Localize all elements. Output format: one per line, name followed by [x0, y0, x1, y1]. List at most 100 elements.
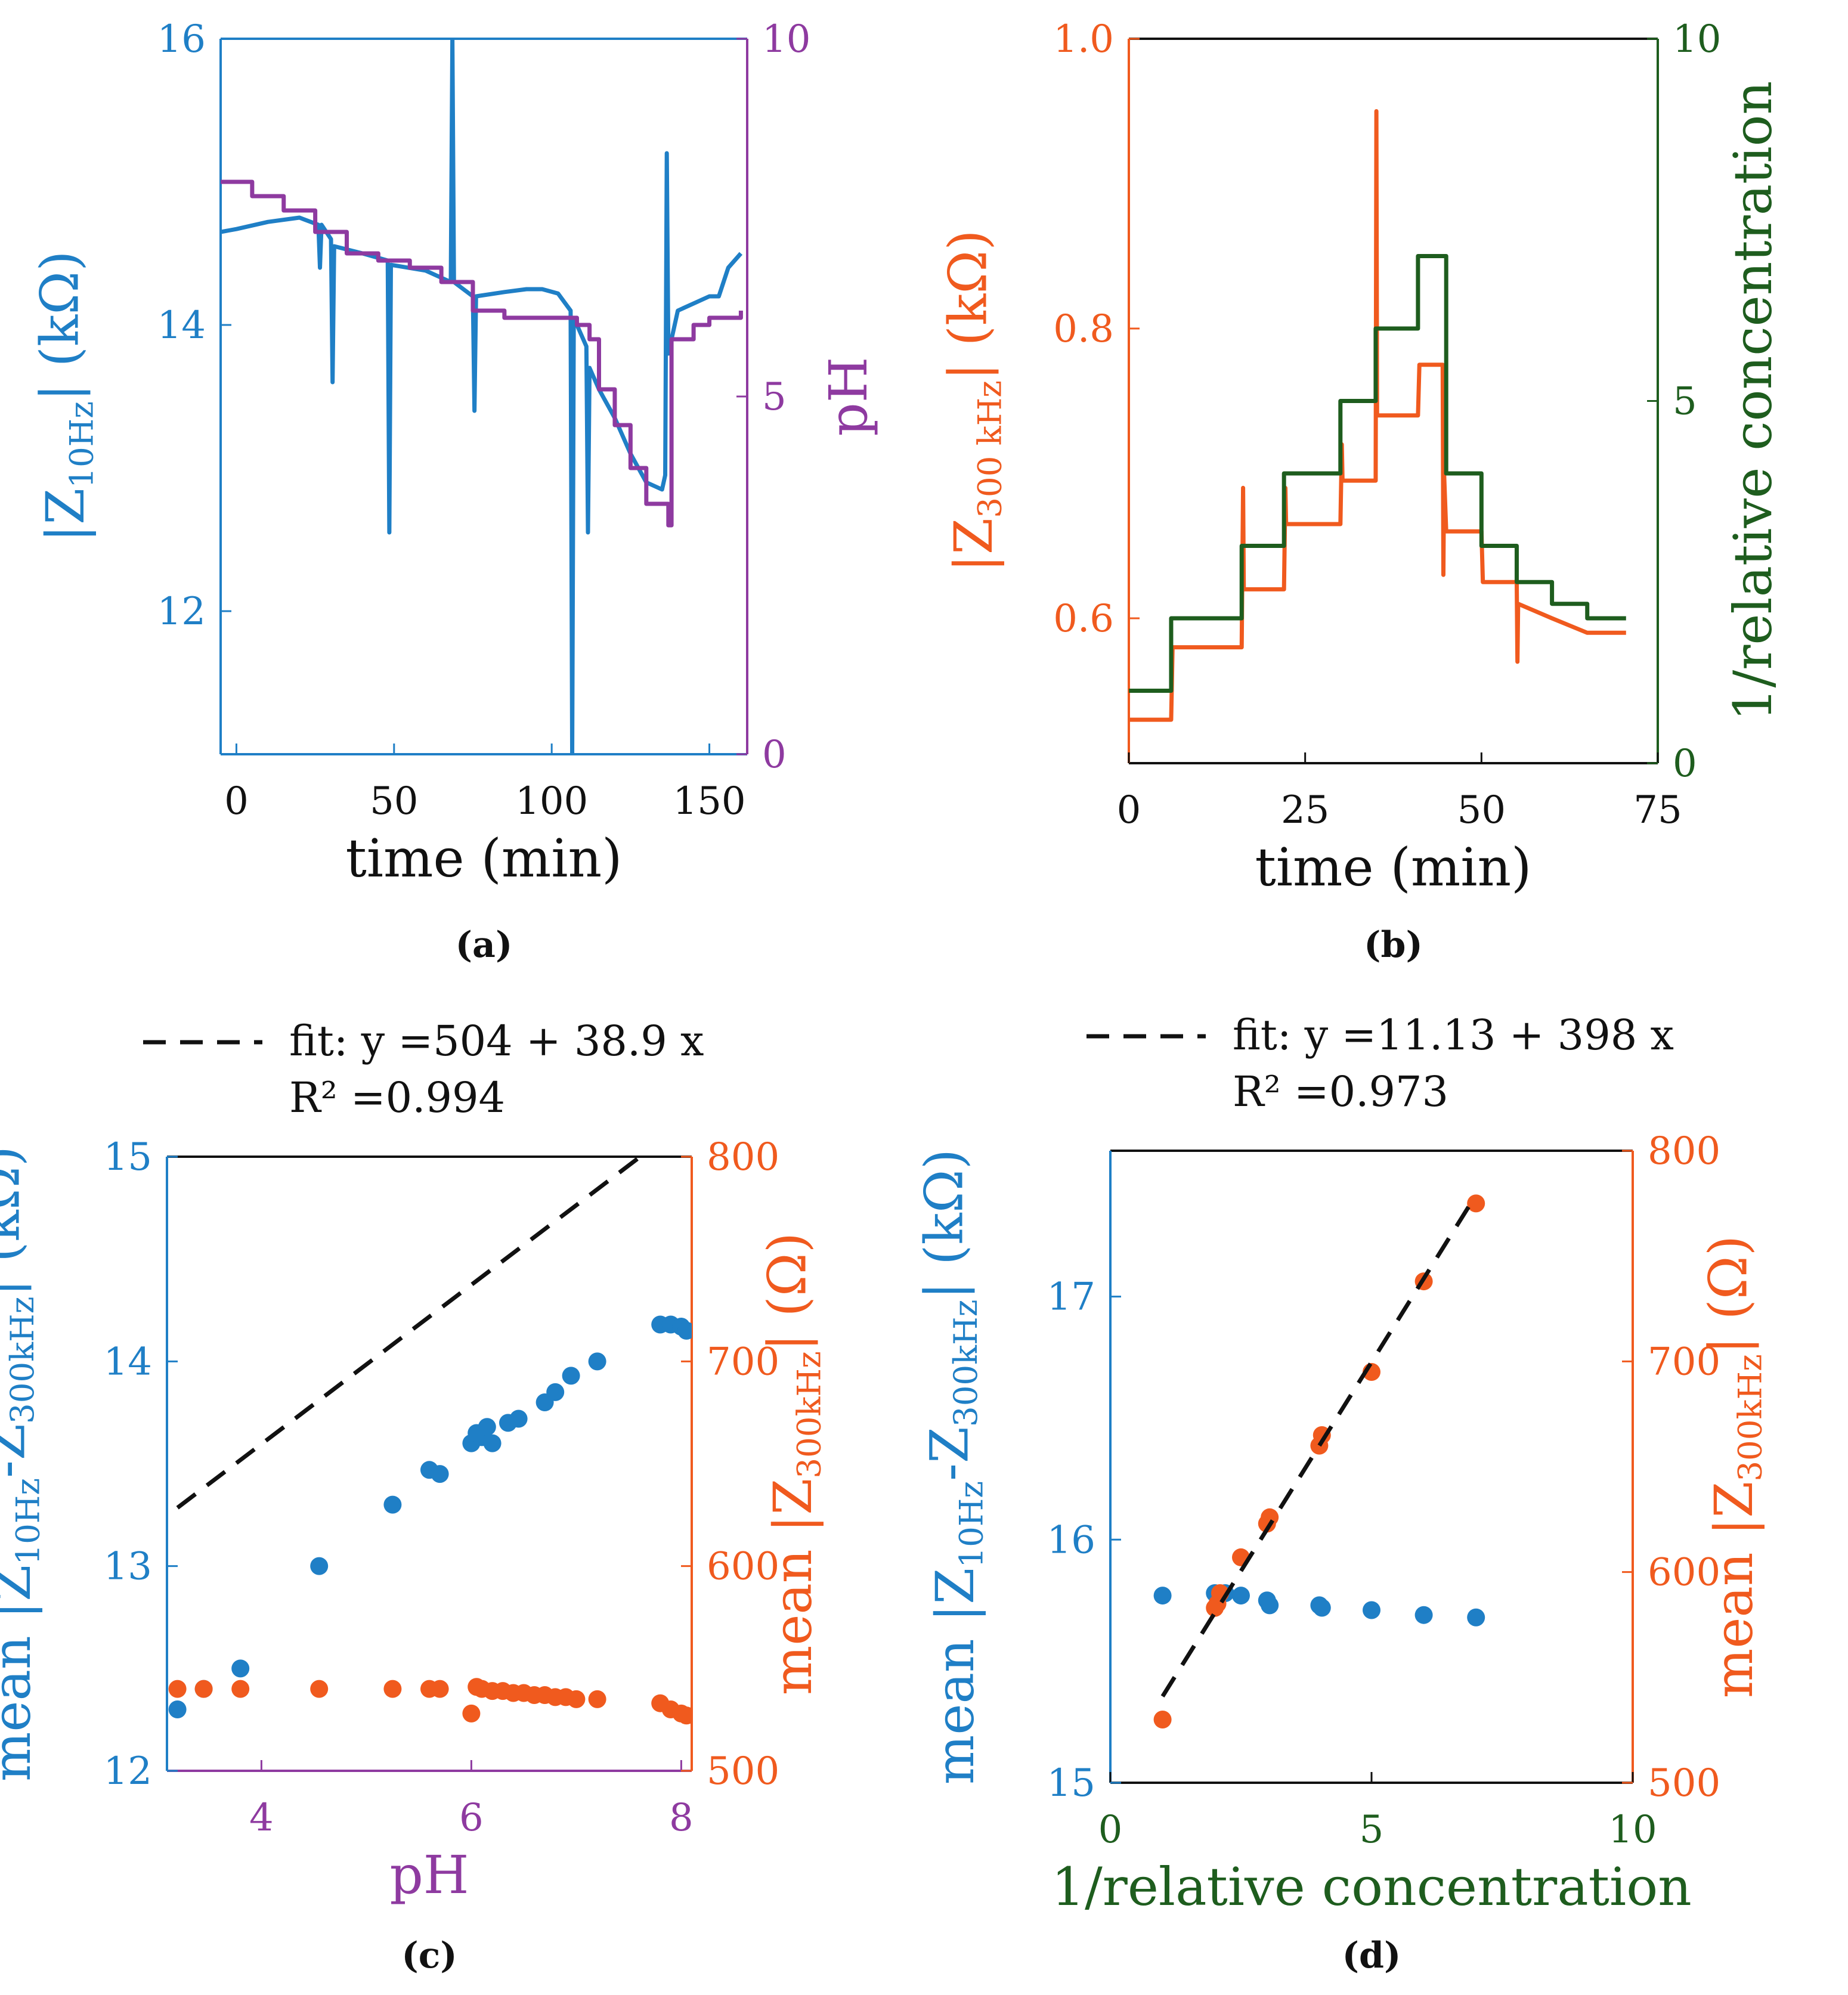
data-point-orange — [1153, 1711, 1172, 1728]
y-right-axis-label: mean |Z300kHz| (Ω) — [757, 1232, 828, 1695]
data-point-blue — [509, 1409, 528, 1428]
data-point-blue — [677, 1321, 692, 1340]
x-tick-label: 150 — [673, 779, 745, 823]
label-part: mean |Z — [762, 1479, 824, 1695]
y-left-tick-label: 13 — [104, 1545, 152, 1589]
y-right-axis-label: pH — [818, 357, 879, 436]
label-part: -Z — [0, 1424, 37, 1478]
x-tick-label: 50 — [370, 779, 418, 823]
legend-fit-text: fit: y =11.13 + 398 x — [1233, 1011, 1674, 1060]
data-point-blue — [1414, 1606, 1433, 1624]
label-subscript: 300kHz — [1731, 1354, 1769, 1481]
x-tick-label: 4 — [249, 1796, 274, 1840]
label-subscript: 300kHz — [3, 1297, 41, 1424]
x-tick-label: 0 — [1098, 1808, 1123, 1852]
data-point-blue — [478, 1418, 496, 1436]
plot-area — [1153, 1194, 1485, 1728]
data-point-blue — [231, 1659, 250, 1678]
data-point-blue — [168, 1700, 187, 1718]
y-right-tick-label: 800 — [1648, 1129, 1720, 1173]
data-point-blue — [1363, 1601, 1380, 1619]
data-point-blue — [1467, 1608, 1485, 1627]
y-left-tick-label: 16 — [157, 17, 206, 61]
label-part: -Z — [919, 1427, 980, 1481]
y-right-tick-label: 500 — [1648, 1761, 1720, 1805]
label-part: mean |Z — [924, 1568, 986, 1785]
y-right-tick-label: 500 — [707, 1749, 779, 1793]
label-part: |Z — [943, 518, 1004, 572]
data-point-blue — [562, 1367, 580, 1385]
y-right-axis-label: mean |Z300kHz| (Ω) — [1698, 1235, 1769, 1698]
x-axis-label: pH — [389, 1844, 469, 1906]
y-left-tick-label: 14 — [104, 1340, 152, 1384]
data-point-orange — [1467, 1194, 1485, 1213]
label-part: | (Ω) — [1698, 1235, 1759, 1354]
panel-d: 0 5 10 15 16 17 500 600 700 800 1/relative concent… — [913, 1011, 1769, 1977]
label-part: | (kΩ) — [937, 230, 999, 380]
data-point-blue — [546, 1383, 565, 1401]
series-fit-line — [1160, 1194, 1478, 1697]
x-tick-label: 100 — [515, 779, 588, 823]
panel-a: 0 50 100 150 12 14 16 0 5 10 time (min) |Z10Hz| (kΩ… — [29, 17, 879, 966]
data-point-orange — [194, 1680, 213, 1698]
x-axis-label: time (min) — [346, 828, 623, 889]
label-subscript: 10Hz — [8, 1478, 47, 1565]
y-right-tick-label: 5 — [762, 375, 787, 419]
data-point-orange — [677, 1706, 692, 1725]
plot-area — [221, 39, 743, 754]
y-left-tick-label: 1.0 — [1053, 17, 1114, 61]
y-left-tick-label: 12 — [104, 1749, 152, 1793]
data-point-blue — [310, 1557, 329, 1575]
y-right-tick-label: 700 — [1648, 1340, 1720, 1384]
label-part: mean |Z — [1703, 1482, 1765, 1698]
y-left-axis-label: |Z10Hz| (kΩ) — [29, 250, 101, 542]
data-point-blue — [1261, 1596, 1279, 1615]
data-point-blue — [483, 1434, 502, 1452]
y-right-tick-label: 10 — [762, 17, 810, 61]
y-right-tick-label: 0 — [1673, 742, 1697, 786]
legend-r2-text: R² =0.994 — [289, 1073, 505, 1122]
data-point-orange — [383, 1680, 402, 1698]
label-subscript: 300 kHz — [970, 380, 1008, 518]
data-point-orange — [231, 1680, 250, 1698]
x-axis-label: 1/relative concentration — [1051, 1856, 1692, 1917]
label-part: | (kΩ) — [0, 1146, 31, 1297]
data-point-orange — [588, 1690, 606, 1708]
y-left-tick-label: 0.8 — [1053, 307, 1114, 351]
label-part: | (Ω) — [757, 1232, 818, 1351]
data-point-orange — [310, 1680, 329, 1698]
data-point-blue — [383, 1495, 402, 1514]
panel-caption: (b) — [1364, 924, 1423, 966]
series-ph-line — [221, 179, 743, 528]
data-point-blue — [1313, 1599, 1331, 1617]
y-right-tick-label: 5 — [1673, 380, 1697, 424]
y-left-tick-label: 17 — [1047, 1275, 1095, 1319]
plot-area — [1129, 109, 1626, 722]
y-left-axis-label: |Z300 kHz| (kΩ) — [937, 230, 1009, 572]
y-right-tick-label: 0 — [762, 733, 787, 777]
label-part: |Z — [35, 488, 96, 543]
panel-caption: (d) — [1342, 1935, 1401, 1977]
y-left-tick-label: 15 — [1047, 1761, 1095, 1805]
label-subscript: 300kHz — [790, 1351, 828, 1478]
label-part: mean |Z — [0, 1565, 42, 1782]
panel-caption: (a) — [456, 924, 513, 966]
y-right-axis-label: 1/relative concentration — [1722, 81, 1784, 721]
x-tick-label: 25 — [1281, 788, 1329, 832]
x-tick-label: 50 — [1457, 788, 1506, 832]
label-subscript: 300kHz — [946, 1300, 985, 1427]
x-axis-label: time (min) — [1255, 837, 1532, 898]
y-right-tick-label: 600 — [707, 1545, 779, 1589]
data-point-orange — [168, 1680, 187, 1698]
panel-caption: (c) — [401, 1935, 457, 1977]
label-subscript: 10Hz — [62, 401, 100, 488]
series--z10hz--line — [221, 39, 743, 754]
y-left-tick-label: 0.6 — [1053, 597, 1114, 641]
y-left-tick-label: 16 — [1047, 1518, 1095, 1562]
y-right-tick-label: 600 — [1648, 1551, 1720, 1595]
x-tick-label: 8 — [669, 1796, 694, 1840]
x-tick-label: 6 — [459, 1796, 484, 1840]
data-point-blue — [1153, 1587, 1172, 1605]
